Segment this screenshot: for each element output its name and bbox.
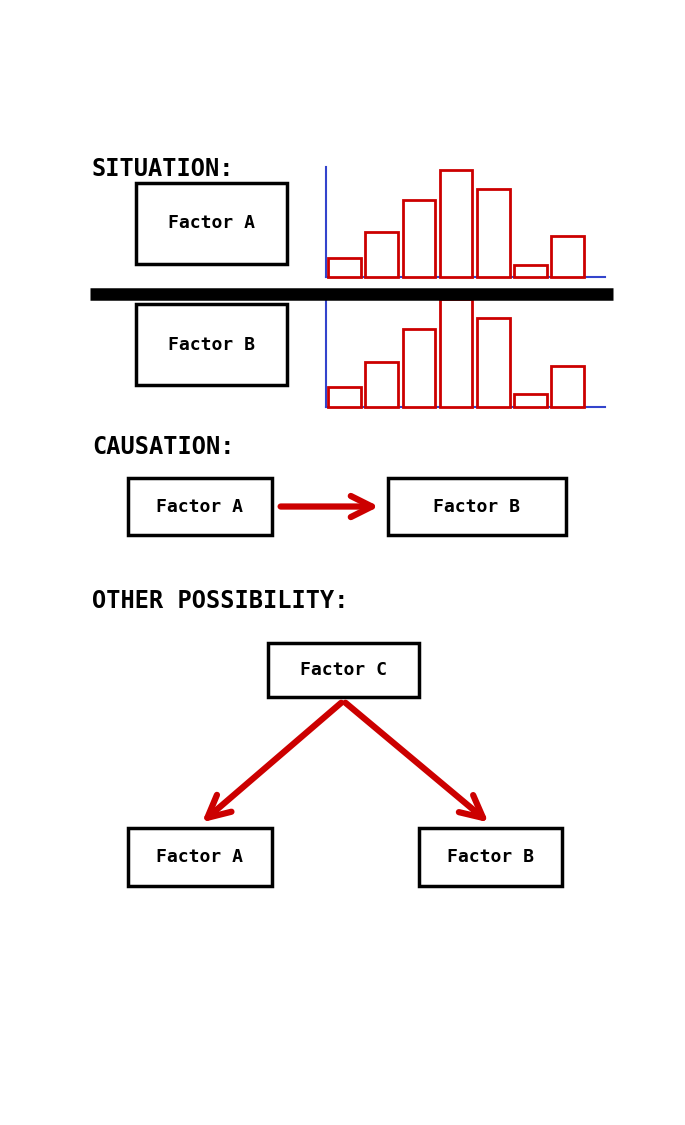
Text: SITUATION:: SITUATION: (92, 156, 234, 180)
Bar (268, 644, 419, 698)
Bar (403, 330, 435, 407)
Bar (551, 236, 584, 278)
Text: Factor B: Factor B (168, 336, 255, 354)
Text: Factor B: Factor B (447, 848, 534, 866)
Bar (440, 299, 473, 407)
Text: OTHER POSSIBILITY:: OTHER POSSIBILITY: (92, 590, 349, 613)
Bar (419, 828, 562, 885)
Text: Factor A: Factor A (156, 848, 243, 866)
Bar (128, 478, 272, 536)
Bar (403, 200, 435, 278)
Bar (365, 232, 398, 278)
Text: Factor C: Factor C (300, 662, 387, 680)
Text: Factor A: Factor A (156, 497, 243, 515)
Bar (551, 366, 584, 407)
Bar (136, 182, 287, 263)
Bar (514, 394, 547, 407)
Bar (328, 387, 361, 407)
Bar (128, 828, 272, 885)
Bar (477, 189, 510, 278)
Bar (440, 170, 473, 278)
Bar (388, 478, 566, 536)
Text: CAUSATION:: CAUSATION: (92, 435, 234, 459)
Bar (365, 361, 398, 407)
Bar (328, 258, 361, 278)
Text: Factor B: Factor B (434, 497, 521, 515)
Bar (136, 305, 287, 385)
Bar (477, 318, 510, 407)
Bar (514, 264, 547, 278)
Text: Factor A: Factor A (168, 214, 255, 232)
